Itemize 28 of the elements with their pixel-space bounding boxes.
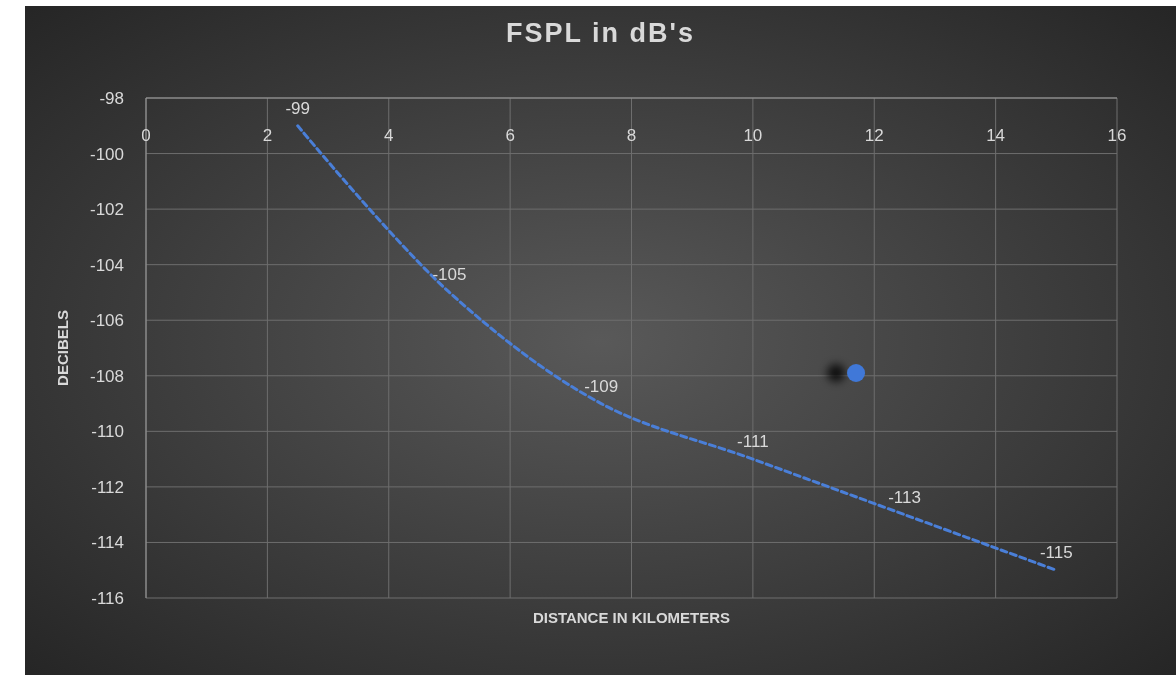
x-tick-label: 16	[1107, 126, 1127, 145]
y-tick-label: -110	[91, 422, 124, 442]
y-axis-title: DECIBELS	[54, 310, 71, 386]
data-label: -105	[432, 265, 467, 285]
y-tick-label: -108	[89, 366, 124, 386]
x-axis-title: DISTANCE IN KILOMETERS	[532, 609, 731, 626]
x-tick-label: 10	[743, 126, 763, 145]
data-label: -109	[584, 376, 619, 396]
data-label: -115	[1039, 543, 1073, 563]
x-tick-label: 14	[986, 126, 1006, 145]
x-tick-label: 0	[141, 126, 151, 145]
chart-title: FSPL in dB's	[506, 18, 695, 48]
x-tick-label: 4	[384, 126, 394, 145]
y-tick-label: -104	[89, 255, 124, 275]
y-tick-label: -102	[89, 200, 124, 220]
x-tick-label: 6	[505, 126, 515, 145]
data-label: -99	[285, 98, 311, 118]
x-tick-label: 12	[864, 126, 884, 145]
y-tick-label: -106	[89, 311, 124, 331]
data-label: -113	[888, 487, 921, 507]
y-tick-label: -114	[91, 533, 124, 553]
y-tick-label: -100	[89, 144, 124, 164]
y-tick-label: -98	[99, 89, 124, 108]
x-tick-label: 8	[626, 126, 637, 145]
x-tick-label: 2	[262, 126, 273, 145]
y-tick-label: -116	[91, 589, 124, 608]
data-label: -111	[737, 432, 769, 452]
y-tick-label: -112	[91, 477, 124, 497]
